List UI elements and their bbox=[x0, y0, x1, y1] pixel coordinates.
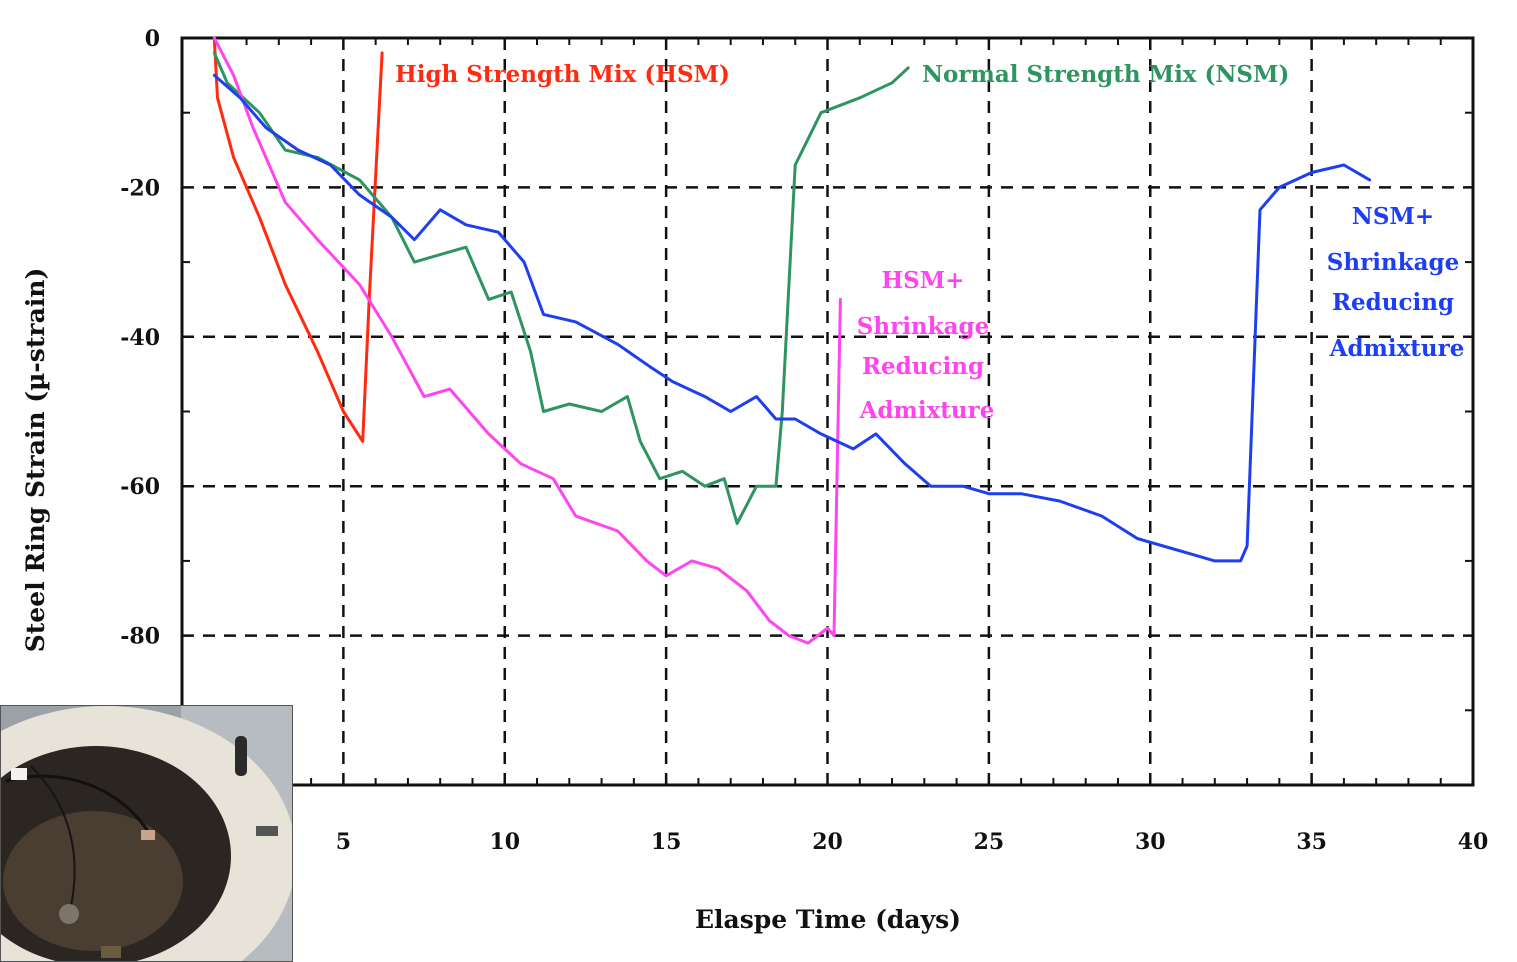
y-tick-label: 0 bbox=[145, 26, 160, 52]
label-nsm-sra: NSM+ Shrinkage Reducing Admixture bbox=[1327, 203, 1467, 362]
y-tick-label: -60 bbox=[120, 474, 160, 500]
y-tick-labels: 0 -20 -40 -60 -80 bbox=[120, 26, 160, 650]
x-axis-title: Elaspe Time (days) bbox=[695, 905, 961, 934]
series-lines bbox=[212, 36, 1372, 645]
x-tick-label: 30 bbox=[1135, 829, 1166, 855]
grid-lines bbox=[182, 38, 1473, 785]
label-hsm: High Strength Mix (HSM) bbox=[395, 61, 730, 88]
series-line-hsm bbox=[212, 36, 384, 443]
ring-test-photo bbox=[0, 705, 293, 962]
label-nsm: Normal Strength Mix (NSM) bbox=[922, 61, 1289, 88]
y-tick-label: -40 bbox=[120, 325, 160, 351]
x-tick-label: 25 bbox=[974, 829, 1005, 855]
y-tick-label: -80 bbox=[120, 624, 160, 650]
x-tick-label: 20 bbox=[812, 829, 843, 855]
x-tick-label: 15 bbox=[651, 829, 682, 855]
series-line-hsm-sra bbox=[212, 36, 842, 645]
x-tick-labels: 5 10 15 20 25 30 35 40 bbox=[336, 829, 1489, 855]
x-tick-label: 5 bbox=[336, 829, 351, 855]
x-tick-label: 10 bbox=[489, 829, 520, 855]
y-axis-title: Steel Ring Strain (µ-strain) bbox=[21, 268, 50, 653]
series-line-nsm bbox=[212, 51, 910, 525]
x-tick-label: 40 bbox=[1458, 829, 1489, 855]
x-tick-label: 35 bbox=[1296, 829, 1327, 855]
label-hsm-sra: HSM+ Shrinkage Reducing Admixture bbox=[857, 267, 997, 424]
y-tick-label: -20 bbox=[120, 175, 160, 201]
series-line-nsm-sra bbox=[212, 73, 1372, 563]
plot-frame bbox=[180, 36, 1475, 787]
